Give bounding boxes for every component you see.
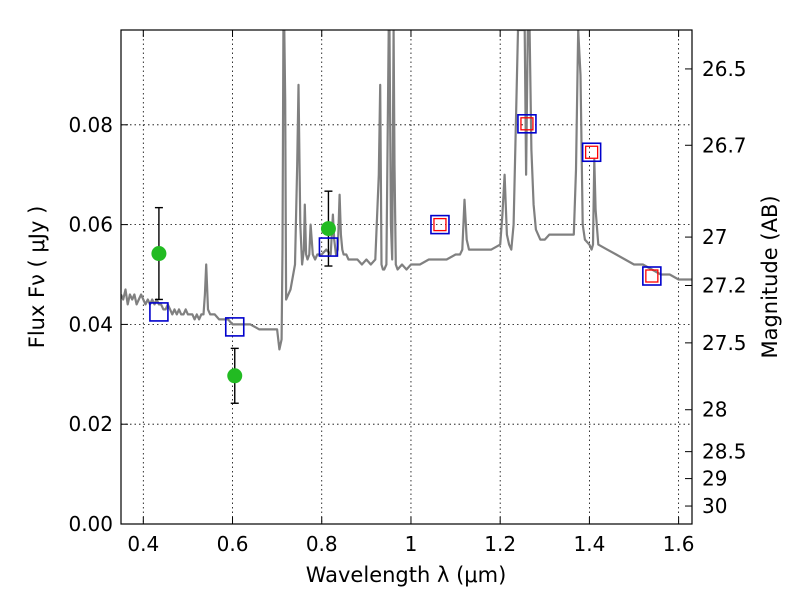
sed-line [121, 30, 692, 351]
y2-tick-label: 28 [702, 398, 727, 422]
model-square [430, 214, 450, 235]
model-square [517, 114, 537, 134]
data-points [149, 114, 662, 384]
y2-axis-label: Magnitude (AB) [758, 195, 782, 358]
detection-point [227, 368, 243, 384]
plot-frame [120, 29, 693, 525]
y-tick-label: 0.06 [68, 213, 113, 237]
model-square [318, 237, 339, 257]
detection-point [320, 221, 336, 237]
measured-square [520, 117, 534, 131]
axis-ticks: 0.4 0.6 0.8 1 1.2 1.4 1.6 0.00 0.02 0.04 0.06 0.08 2… [68, 30, 747, 556]
y2-tick-label: 27 [702, 225, 727, 249]
measured-square [584, 145, 599, 159]
detection-point [151, 246, 167, 262]
x-tick-label: 1 [405, 532, 418, 556]
x-tick-label: 0.8 [306, 532, 338, 556]
y-tick-label: 0.00 [68, 512, 113, 536]
y2-tick-label: 26.7 [702, 133, 747, 157]
x-tick-label: 1.4 [573, 532, 605, 556]
plot-marks [121, 30, 692, 351]
model-square [149, 302, 169, 322]
measured-square [645, 269, 659, 283]
model-square [581, 142, 602, 163]
x-tick-label: 1.6 [663, 532, 695, 556]
y2-tick-label: 27.5 [702, 331, 747, 355]
x-tick-label: 0.6 [217, 532, 249, 556]
y2-tick-label: 26.5 [702, 57, 747, 81]
y-tick-label: 0.08 [68, 113, 113, 137]
model-square [224, 317, 245, 337]
model-square [642, 266, 662, 286]
x-tick-label: 1.2 [484, 532, 516, 556]
y2-tick-label: 29 [702, 467, 727, 491]
x-tick-label: 0.4 [127, 532, 159, 556]
y2-tick-label: 28.5 [702, 440, 747, 464]
measured-square [433, 217, 447, 232]
y-axis-label: Flux Fν ( μJy ) [25, 206, 49, 349]
grid [121, 30, 692, 524]
y2-tick-label: 30 [702, 494, 727, 518]
y-tick-label: 0.02 [68, 412, 113, 436]
y2-tick-label: 27.2 [702, 273, 747, 297]
x-axis-label: Wavelength λ (μm) [306, 563, 507, 587]
y-tick-label: 0.04 [68, 312, 113, 336]
